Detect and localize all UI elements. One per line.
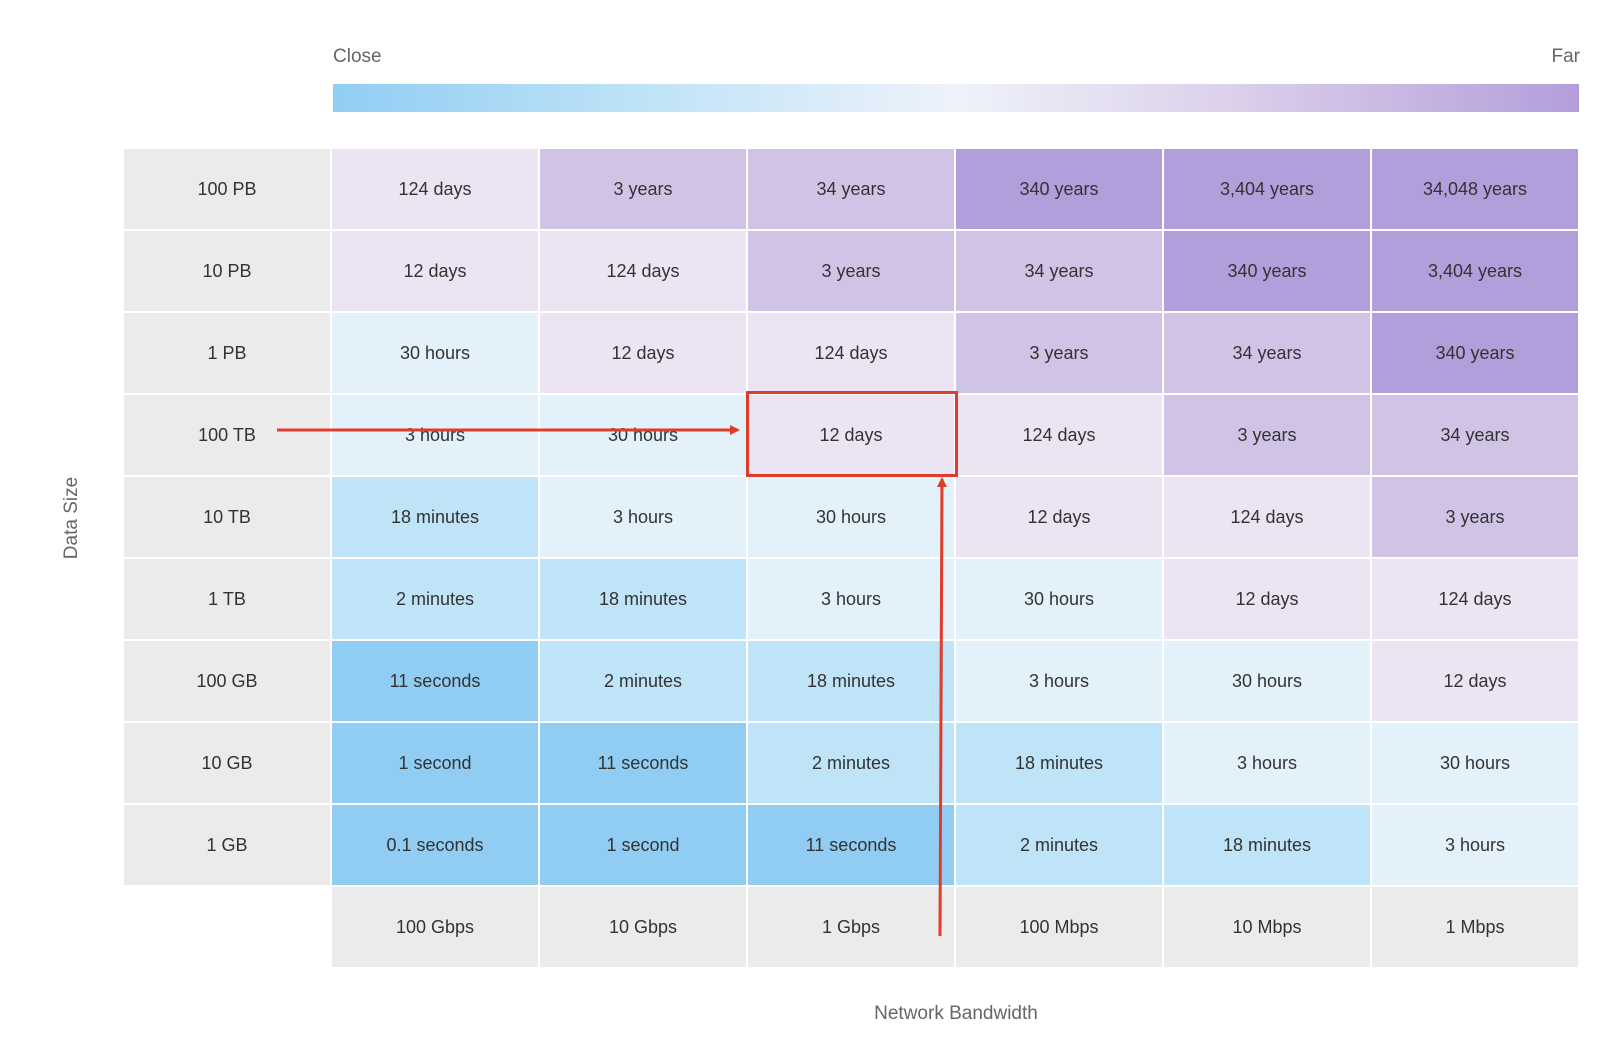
heatmap-cell: 18 minutes: [540, 559, 746, 639]
heatmap-cell: 12 days: [1164, 559, 1370, 639]
row-label: 100 PB: [124, 149, 330, 229]
heatmap-cell: 3 hours: [332, 395, 538, 475]
heatmap-cell: 34 years: [1164, 313, 1370, 393]
column-label: 1 Gbps: [748, 887, 954, 967]
heatmap-cell: 34 years: [748, 149, 954, 229]
heatmap-cell: 18 minutes: [956, 723, 1162, 803]
row-label: 1 TB: [124, 559, 330, 639]
row-label: 100 GB: [124, 641, 330, 721]
heatmap-cell: 30 hours: [1372, 723, 1578, 803]
heatmap-cell: 1 second: [540, 805, 746, 885]
heatmap-cell: 2 minutes: [332, 559, 538, 639]
heatmap-cell: 18 minutes: [748, 641, 954, 721]
heatmap-cell: 2 minutes: [540, 641, 746, 721]
heatmap-grid: 100 PB 124 days 3 years 34 years 340 years 3,…: [124, 149, 1578, 967]
heatmap-cell: 124 days: [748, 313, 954, 393]
heatmap-cell: 12 days: [540, 313, 746, 393]
heatmap-cell: 30 hours: [1164, 641, 1370, 721]
heatmap-cell: 3,404 years: [1372, 231, 1578, 311]
heatmap-cell: 3 hours: [956, 641, 1162, 721]
heatmap-cell: 3 years: [540, 149, 746, 229]
heatmap-cell: 12 days: [332, 231, 538, 311]
heatmap-cell: 34,048 years: [1372, 149, 1578, 229]
x-axis-label: Network Bandwidth: [874, 1003, 1038, 1024]
heatmap-cell: 124 days: [1164, 477, 1370, 557]
heatmap-cell: 30 hours: [956, 559, 1162, 639]
heatmap-cell: 18 minutes: [1164, 805, 1370, 885]
heatmap-cell: 0.1 seconds: [332, 805, 538, 885]
legend-close-label: Close: [333, 46, 382, 67]
row-label: 100 TB: [124, 395, 330, 475]
legend-far-label: Far: [1551, 46, 1581, 67]
row-label: 10 TB: [124, 477, 330, 557]
vertical-arrow: [936, 477, 947, 937]
heatmap-cell: 34 years: [956, 231, 1162, 311]
heatmap-cell: 3 years: [956, 313, 1162, 393]
row-label: 1 PB: [124, 313, 330, 393]
heatmap-cell: 11 seconds: [540, 723, 746, 803]
heatmap-cell: 3 hours: [1164, 723, 1370, 803]
heatmap-cell: 12 days: [956, 477, 1162, 557]
heatmap-cell: 124 days: [956, 395, 1162, 475]
heatmap-cell: 3 hours: [1372, 805, 1578, 885]
heatmap-cell: 30 hours: [332, 313, 538, 393]
column-label: 1 Mbps: [1372, 887, 1578, 967]
heatmap-cell: 1 second: [332, 723, 538, 803]
column-label: 100 Gbps: [332, 887, 538, 967]
heatmap-cell: 340 years: [1164, 231, 1370, 311]
heatmap-cell: 3 years: [748, 231, 954, 311]
heatmap-cell: 2 minutes: [748, 723, 954, 803]
row-label: 1 GB: [124, 805, 330, 885]
heatmap-cell: 2 minutes: [956, 805, 1162, 885]
heatmap-cell: 12 days: [748, 395, 954, 475]
heatmap-cell: 30 hours: [748, 477, 954, 557]
heatmap-cell: 11 seconds: [332, 641, 538, 721]
row-label: 10 GB: [124, 723, 330, 803]
heatmap-cell: 124 days: [1372, 559, 1578, 639]
column-label: 10 Gbps: [540, 887, 746, 967]
heatmap-cell: 3 years: [1164, 395, 1370, 475]
heatmap-cell: 3 hours: [748, 559, 954, 639]
heatmap-cell: 340 years: [1372, 313, 1578, 393]
color-scale-bar: [333, 84, 1579, 112]
heatmap-cell: 3 hours: [540, 477, 746, 557]
row-label: 10 PB: [124, 231, 330, 311]
heatmap-cell: 124 days: [332, 149, 538, 229]
heatmap-cell: 3 years: [1372, 477, 1578, 557]
column-label: 10 Mbps: [1164, 887, 1370, 967]
heatmap-cell: 11 seconds: [748, 805, 954, 885]
heatmap-cell: 3,404 years: [1164, 149, 1370, 229]
heatmap-cell: 12 days: [1372, 641, 1578, 721]
heatmap-cell: 124 days: [540, 231, 746, 311]
heatmap-cell: 340 years: [956, 149, 1162, 229]
column-label: 100 Mbps: [956, 887, 1162, 967]
heatmap-cell: 18 minutes: [332, 477, 538, 557]
heatmap-cell: 34 years: [1372, 395, 1578, 475]
